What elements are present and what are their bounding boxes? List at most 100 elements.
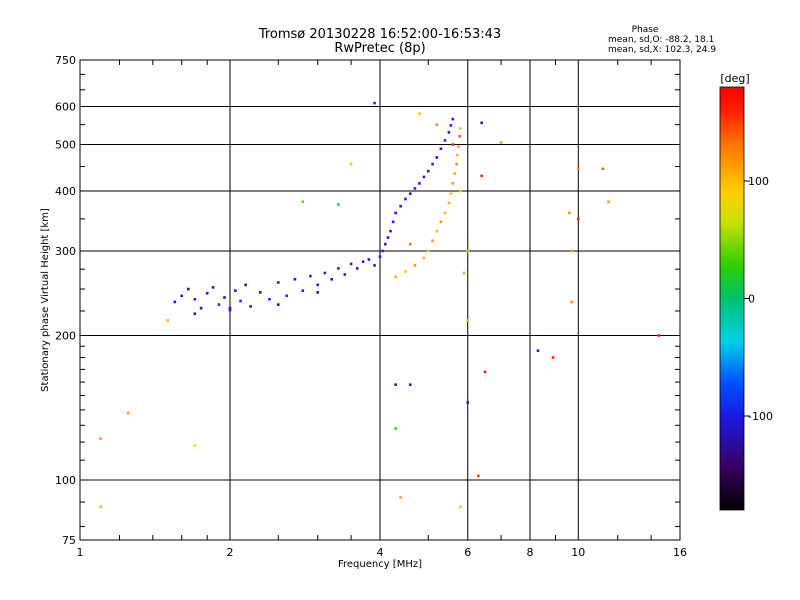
data-point <box>483 370 487 374</box>
data-point <box>536 349 540 352</box>
data-point <box>408 383 412 386</box>
data-point <box>394 211 397 215</box>
data-point <box>418 112 421 115</box>
data-point <box>309 274 312 278</box>
data-point <box>601 167 605 171</box>
data-point <box>301 200 305 204</box>
data-point <box>576 217 580 221</box>
colorbar <box>719 86 745 511</box>
data-point <box>447 131 451 134</box>
data-point <box>394 275 397 279</box>
data-point <box>268 297 271 301</box>
chart-subtitle: RwPretec (8p) <box>334 41 425 56</box>
data-point <box>394 383 397 386</box>
data-point <box>228 308 232 312</box>
data-point <box>381 249 384 253</box>
data-point <box>466 401 470 404</box>
data-point <box>422 256 426 260</box>
data-point <box>408 192 412 195</box>
chart-title: Tromsø 20130228 16:52:00-16:53:43 <box>258 27 501 42</box>
data-point <box>466 249 470 253</box>
data-point <box>439 147 443 151</box>
data-point <box>451 143 455 146</box>
data-point <box>413 264 417 267</box>
data-point <box>228 306 232 310</box>
y-axis-label: Stationary phase Virtual Height [km] <box>40 208 51 392</box>
data-point <box>449 124 453 127</box>
data-point <box>657 334 660 337</box>
x-tick-label: 8 <box>527 546 534 559</box>
data-point <box>443 139 447 142</box>
data-point <box>607 200 610 204</box>
y-tick-label: 300 <box>55 245 76 258</box>
data-point <box>349 162 353 166</box>
data-point <box>166 319 170 322</box>
x-tick-label: 1 <box>77 546 84 559</box>
data-point <box>439 220 443 224</box>
data-point <box>217 303 221 306</box>
data-point <box>361 260 365 264</box>
data-point <box>466 319 470 322</box>
grid-lines <box>80 60 680 540</box>
data-point <box>418 182 421 185</box>
data-point <box>349 262 353 266</box>
y-tick-label: 600 <box>55 101 76 114</box>
data-point <box>316 291 320 294</box>
data-point <box>458 135 461 138</box>
data-point <box>435 123 439 126</box>
data-point <box>337 267 340 270</box>
data-point <box>451 182 455 185</box>
data-point <box>323 271 327 275</box>
x-tick-label: 6 <box>464 546 471 559</box>
y-tick-label: 75 <box>62 534 76 547</box>
y-tick-label: 100 <box>55 474 76 487</box>
data-point <box>355 267 359 270</box>
data-point <box>394 427 397 430</box>
data-point <box>211 286 215 289</box>
x-tick-label: 10 <box>571 546 585 559</box>
data-point <box>568 211 571 215</box>
data-point <box>276 303 280 306</box>
data-point <box>435 156 439 159</box>
data-point <box>285 294 289 298</box>
y-tick-label: 200 <box>55 330 76 343</box>
data-point <box>205 291 209 295</box>
data-point <box>391 220 395 224</box>
data-point <box>435 229 439 233</box>
data-point <box>426 169 430 173</box>
data-point <box>459 505 462 508</box>
data-point <box>373 264 376 267</box>
stats-o-line: mean, sd,O: -88.2, 18.1 <box>608 35 714 45</box>
data-point <box>193 297 197 301</box>
data-point <box>99 505 102 508</box>
data-point <box>443 211 447 215</box>
colorbar-tick-label: 0 <box>748 293 755 306</box>
x-tick-label: 4 <box>377 546 384 559</box>
data-point <box>404 270 407 273</box>
data-point <box>316 283 320 287</box>
data-point <box>199 306 203 310</box>
data-point <box>457 145 460 148</box>
x-axis-label: Frequency [MHz] <box>338 559 422 570</box>
colorbar-label: [deg] <box>720 72 749 85</box>
colorbar-ticks: 100 0 -100 <box>744 175 773 423</box>
data-point <box>367 258 371 261</box>
data-point <box>408 242 412 246</box>
data-point <box>234 289 237 292</box>
data-point <box>293 277 297 281</box>
y-tick-label: 400 <box>55 185 76 198</box>
data-point <box>126 411 130 415</box>
data-point <box>399 496 402 499</box>
plot-frame <box>79 59 681 541</box>
x-tick-label: 16 <box>673 546 687 559</box>
data-point <box>477 474 480 478</box>
data-point <box>499 141 503 144</box>
data-point <box>431 162 434 166</box>
y-tick-label: 500 <box>55 139 76 152</box>
data-point <box>249 305 252 308</box>
data-point <box>576 167 580 171</box>
data-point <box>99 437 102 440</box>
data-point <box>373 101 376 105</box>
data-point <box>173 300 177 304</box>
